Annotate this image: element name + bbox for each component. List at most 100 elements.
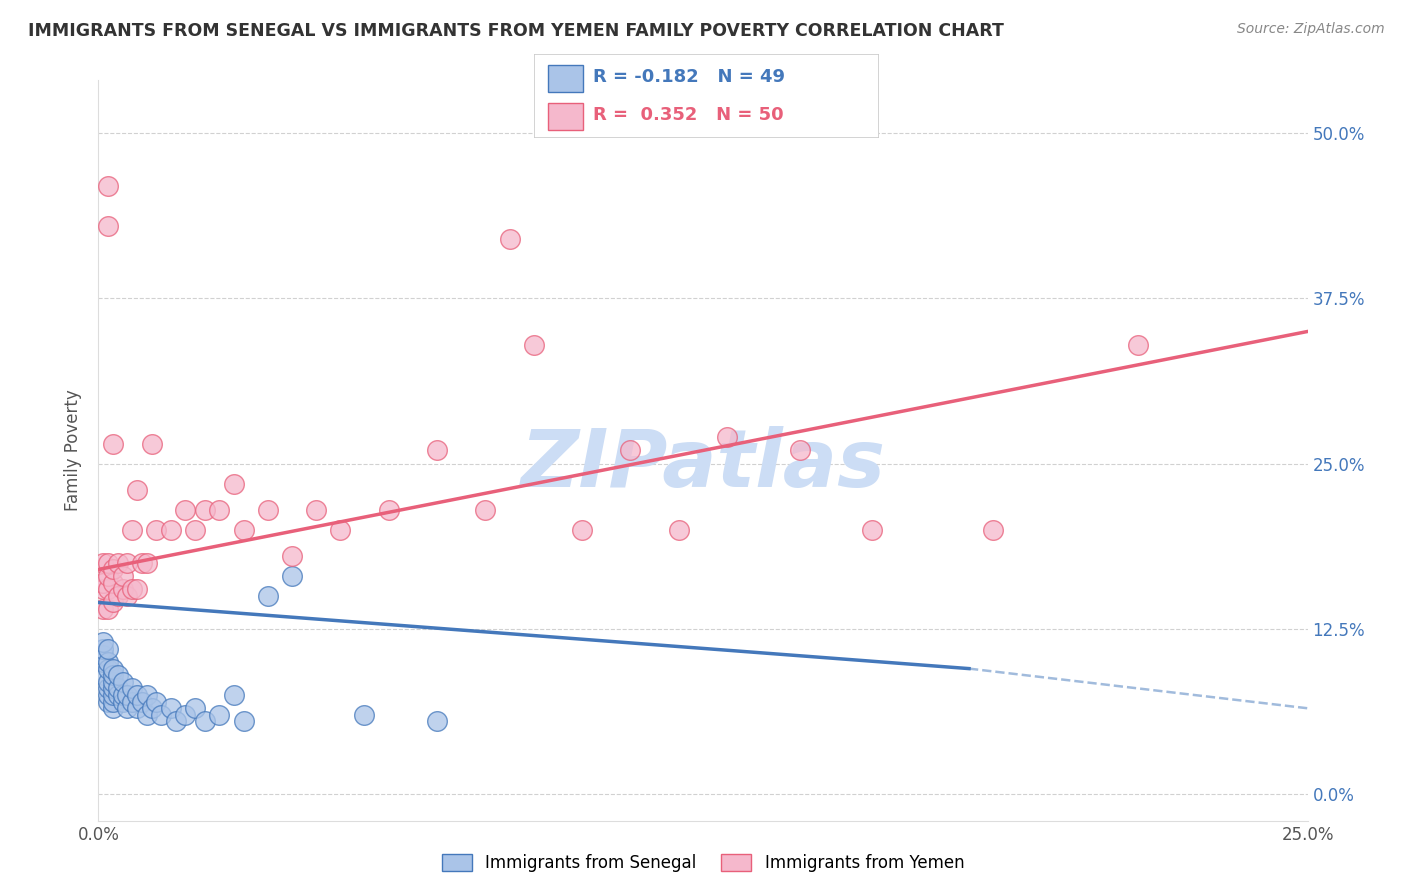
Point (222, 476, 245, 491)
Point (232, 523, 254, 537)
Point (121, 582, 143, 597)
Point (194, 503, 217, 517)
Point (101, 575, 124, 590)
Point (107, 688, 129, 702)
Point (91, 668, 114, 682)
Point (91, 602, 114, 616)
Point (111, 582, 134, 597)
Point (165, 714, 187, 729)
Point (91, 582, 114, 597)
Point (101, 695, 124, 709)
Point (305, 503, 328, 517)
Text: Source: ZipAtlas.com: Source: ZipAtlas.com (1237, 22, 1385, 37)
Point (101, 674, 124, 689)
Point (194, 714, 217, 729)
Point (716, 430, 738, 444)
Point (474, 503, 496, 517)
Point (107, 681, 129, 696)
Point (111, 695, 134, 709)
Point (101, 595, 124, 609)
Point (107, 556, 129, 570)
Point (281, 569, 304, 583)
Point (571, 523, 593, 537)
Point (97, 655, 120, 669)
Point (111, 688, 134, 702)
Point (107, 589, 129, 603)
Point (222, 688, 245, 702)
Point (131, 556, 153, 570)
Point (256, 589, 278, 603)
Point (789, 443, 811, 458)
FancyBboxPatch shape (548, 64, 582, 92)
Point (97, 688, 120, 702)
Text: R =  0.352   N = 50: R = 0.352 N = 50 (593, 106, 783, 124)
Point (127, 483, 149, 497)
Point (97, 674, 120, 689)
Point (121, 681, 143, 696)
Point (91, 556, 114, 570)
FancyBboxPatch shape (534, 54, 879, 138)
Point (111, 569, 134, 583)
Point (1128, 337, 1150, 351)
Point (145, 523, 167, 537)
Point (117, 688, 139, 702)
Point (97, 662, 120, 676)
Point (668, 523, 690, 537)
Point (101, 688, 124, 702)
Point (101, 562, 124, 576)
Point (141, 701, 163, 715)
Point (91, 575, 114, 590)
Point (91, 655, 114, 669)
Point (97, 569, 120, 583)
Point (117, 556, 139, 570)
Point (184, 523, 207, 537)
Point (145, 695, 167, 709)
Point (121, 695, 143, 709)
Point (91, 648, 114, 663)
Point (97, 695, 120, 709)
Point (101, 668, 124, 682)
Point (619, 443, 641, 458)
Point (121, 523, 143, 537)
Point (117, 701, 139, 715)
Point (107, 668, 129, 682)
Point (97, 556, 120, 570)
Point (135, 556, 157, 570)
Point (101, 437, 124, 451)
Point (426, 443, 449, 458)
Point (135, 688, 157, 702)
Point (127, 688, 149, 702)
Point (160, 523, 183, 537)
Point (523, 337, 546, 351)
Point (97, 681, 120, 696)
Point (101, 681, 124, 696)
Point (150, 707, 173, 722)
FancyBboxPatch shape (548, 103, 582, 130)
Point (141, 437, 163, 451)
Point (281, 549, 304, 564)
Point (91, 641, 114, 656)
Point (329, 523, 352, 537)
Point (91, 635, 114, 649)
Legend: Immigrants from Senegal, Immigrants from Yemen: Immigrants from Senegal, Immigrants from… (434, 847, 972, 879)
Point (232, 714, 254, 729)
Point (97, 602, 120, 616)
Point (174, 707, 197, 722)
Point (97, 179, 120, 194)
Point (377, 503, 399, 517)
Point (160, 701, 183, 715)
Point (101, 662, 124, 676)
Point (101, 701, 124, 715)
Point (97, 582, 120, 597)
Point (97, 219, 120, 233)
Point (498, 232, 520, 246)
Point (426, 714, 449, 729)
Y-axis label: Family Poverty: Family Poverty (65, 390, 83, 511)
Point (353, 707, 375, 722)
Point (256, 503, 278, 517)
Point (981, 523, 1004, 537)
Point (174, 503, 197, 517)
Text: ZIPatlas: ZIPatlas (520, 426, 886, 504)
Point (184, 701, 207, 715)
Point (131, 695, 153, 709)
